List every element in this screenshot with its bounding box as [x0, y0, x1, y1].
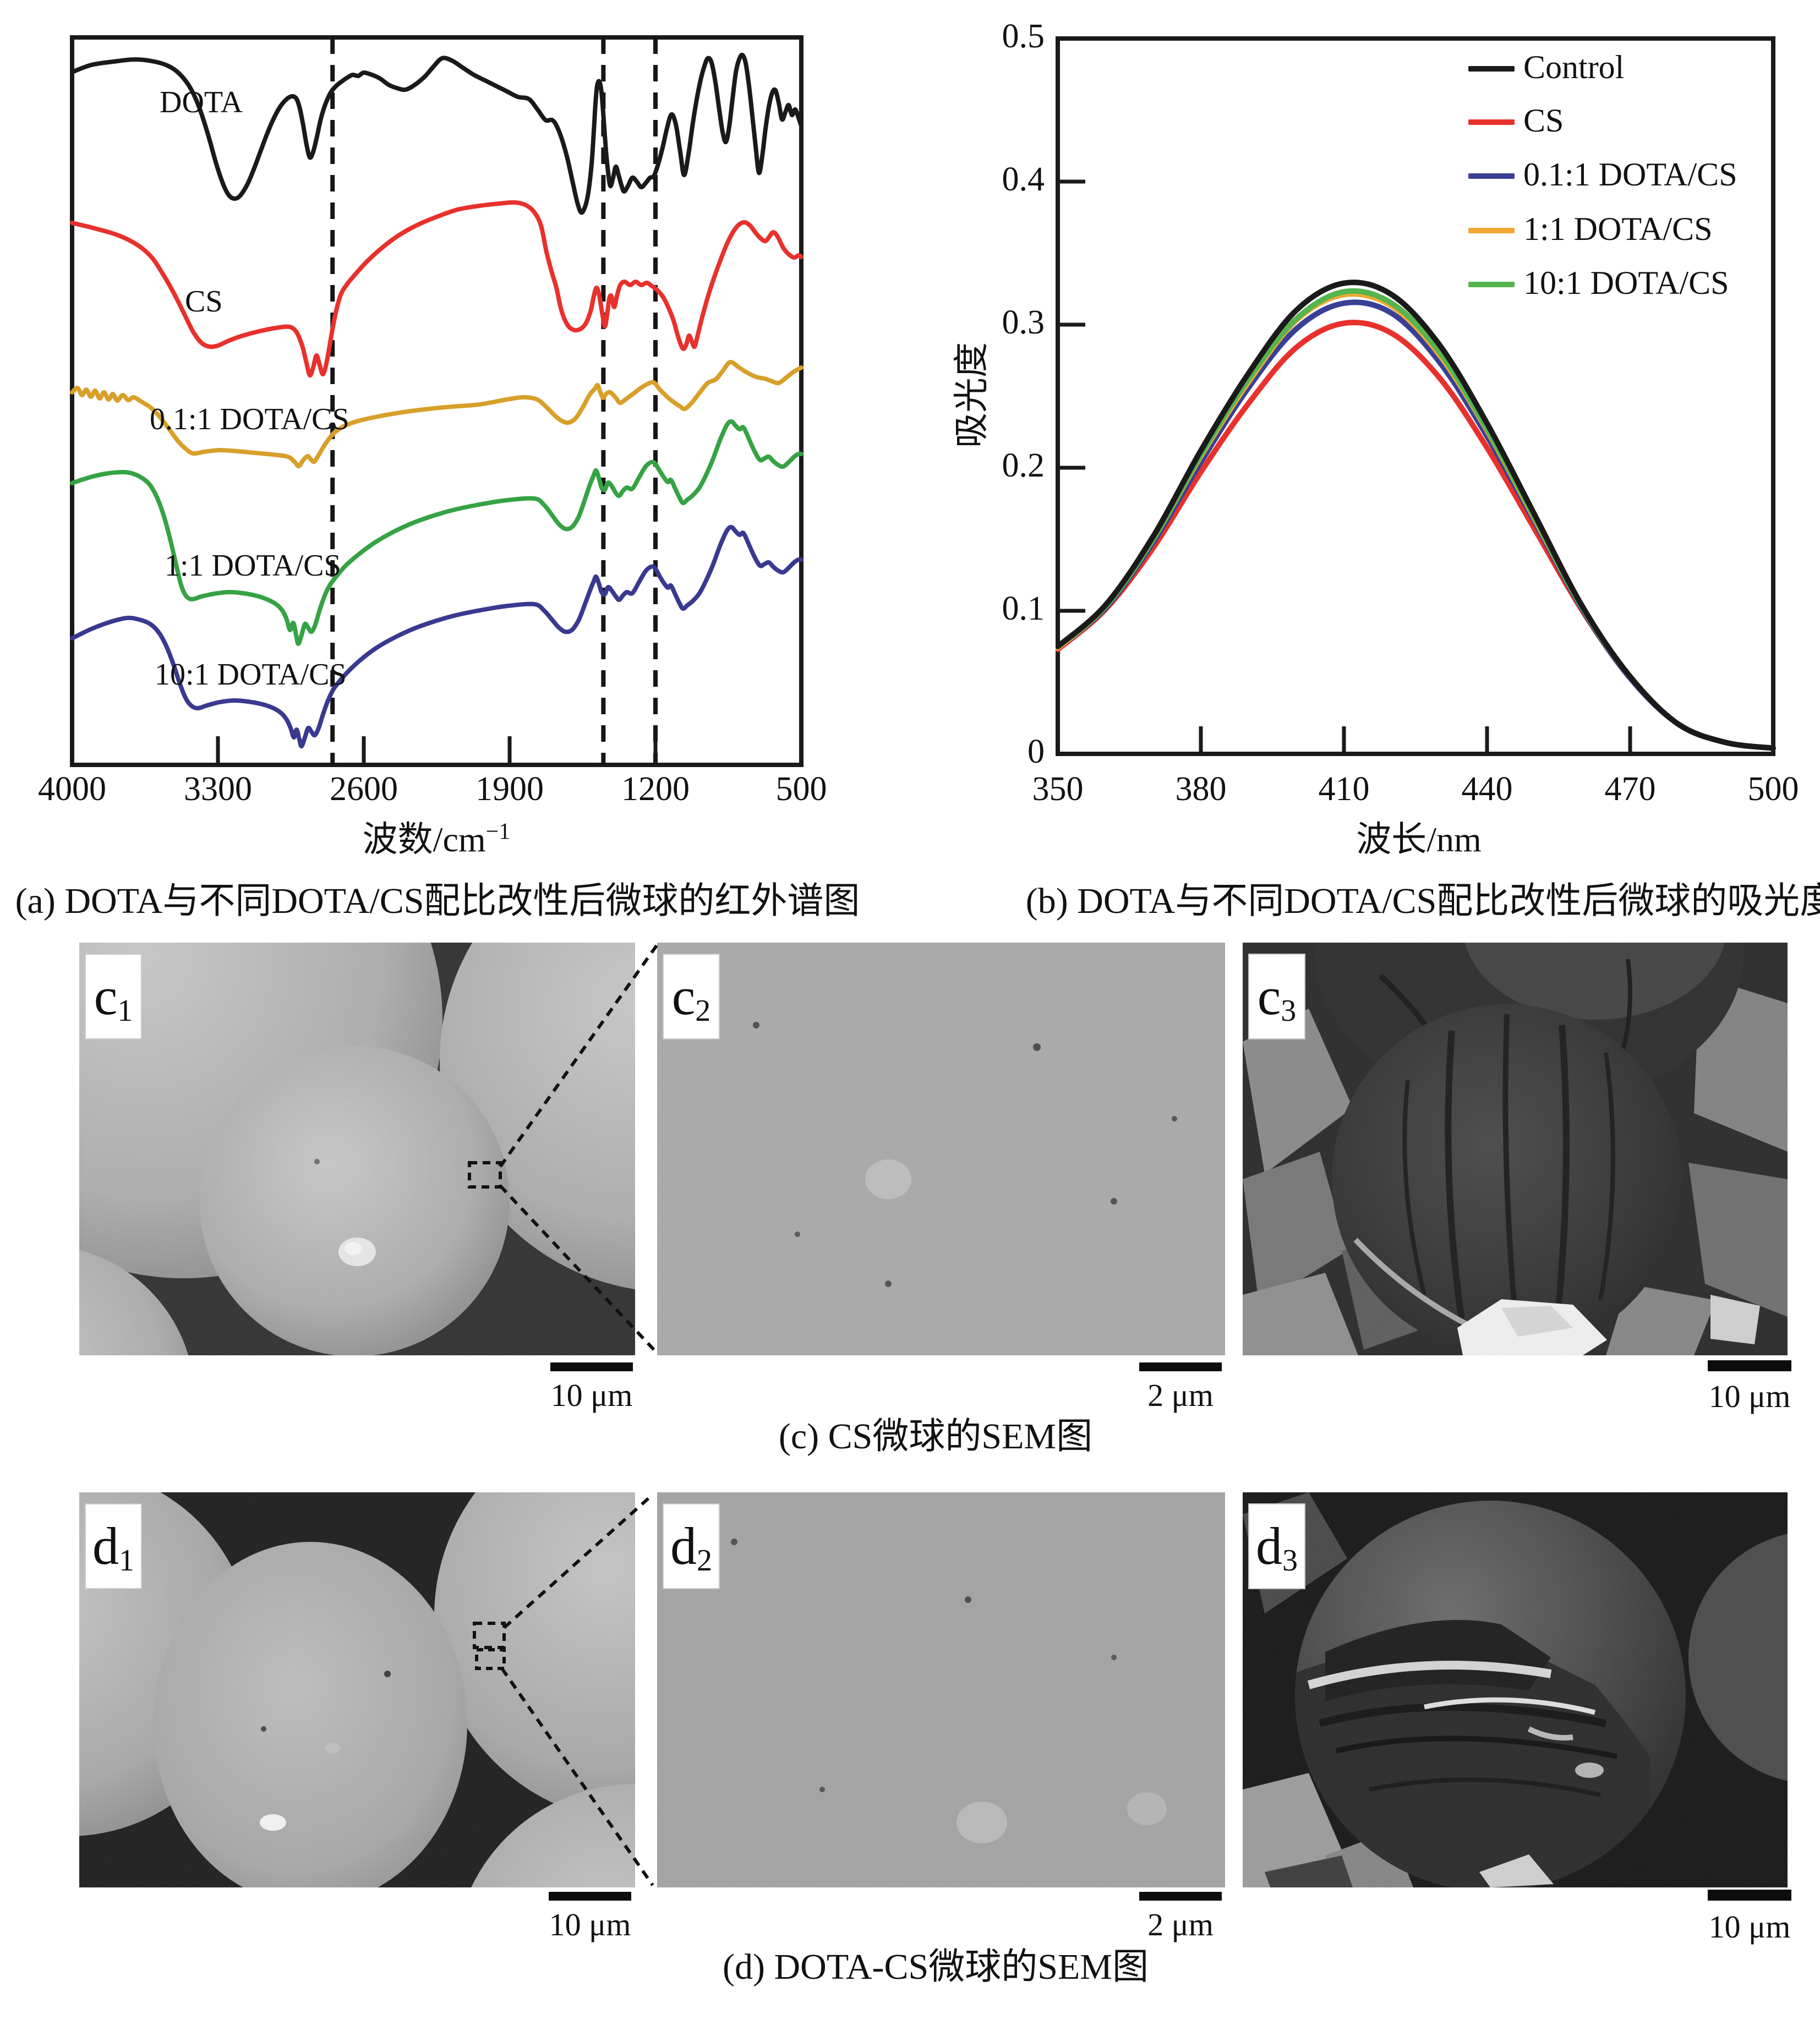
ftir-x-axis-label-sup: −1 [485, 819, 511, 845]
absorbance-ytick-label-0.4: 0.4 [1002, 161, 1045, 198]
absorbance-ytick-label-0.5: 0.5 [1002, 18, 1045, 55]
caption-panel-a: (a) DOTA与不同DOTA/CS配比改性后微球的红外谱图 [15, 881, 860, 921]
absorbance-ytick-label-0.1: 0.1 [1002, 590, 1045, 627]
absorbance-curve-cs [1056, 320, 1776, 751]
ftir-xtick-label-2600: 2600 [330, 770, 398, 808]
caption-panel-d: (d) DOTA-CS微球的SEM图 [723, 1947, 1149, 1987]
ftir-xtick-label-500: 500 [775, 770, 827, 808]
absorbance-ytick-label-0.2: 0.2 [1002, 447, 1045, 484]
absorbance-xtick-label-410: 410 [1318, 770, 1370, 808]
legend-label-10-1-dota-cs: 10:1 DOTA/CS [1523, 265, 1729, 301]
absorbance-xtick-label-470: 470 [1604, 770, 1656, 808]
ftir-trace-label-dota: DOTA [160, 85, 243, 119]
ftir-xtick-label-4000: 4000 [38, 770, 106, 808]
sem-d2-graphic [657, 1492, 1225, 1887]
sem-d3-graphic [1243, 1492, 1788, 1887]
legend-line-1-1-dota-cs [1468, 228, 1515, 233]
ftir-trace-label-1-1-dota-cs: 1:1 DOTA/CS [165, 549, 341, 583]
scalebar-label-d3: 10 μm [1708, 1909, 1791, 1945]
legend-line-control [1468, 66, 1515, 72]
ftir-trace-cs [70, 200, 804, 378]
absorbance-xtick-label-380: 380 [1175, 770, 1227, 808]
absorbance-xtick-label-350: 350 [1032, 770, 1084, 808]
ftir-trace-label-cs: CS [185, 284, 223, 319]
absorbance-plot-border [1056, 36, 1775, 756]
scalebar-c3 [1708, 1360, 1791, 1371]
scalebar-d3 [1708, 1890, 1791, 1901]
legend-line-0-1-1-dota-cs [1468, 173, 1515, 179]
ftir-x-axis-label: 波数/cm−1 [363, 811, 511, 862]
scalebar-label-c3: 10 μm [1708, 1378, 1791, 1414]
scalebar-label-c1: 10 μm [550, 1377, 633, 1413]
ftir-xtick-label-1900: 1900 [476, 770, 544, 808]
ftir-chart [70, 35, 804, 767]
absorbance-chart [1056, 36, 1776, 756]
scalebar-label-c2: 2 μm [1147, 1377, 1214, 1413]
scalebar-label-d1: 10 μm [549, 1907, 631, 1942]
scalebar-c2 [1139, 1362, 1222, 1371]
absorbance-ytick-label-0: 0 [1027, 733, 1045, 770]
ftir-trace-dota [70, 52, 804, 215]
scalebar-d1 [549, 1892, 631, 1901]
absorbance-x-axis-label: 波长/nm [1356, 820, 1482, 859]
scalebar-label-d2: 2 μm [1147, 1907, 1214, 1942]
ftir-plot-border [70, 35, 804, 767]
sem-d1-graphic [79, 1492, 635, 1887]
scalebar-d2 [1139, 1892, 1222, 1901]
absorbance-xtick-label-440: 440 [1461, 770, 1513, 808]
ftir-trace-10-1-dota-cs [70, 524, 804, 748]
absorbance-xtick-label-500: 500 [1747, 770, 1799, 808]
scalebar-c1 [550, 1362, 633, 1371]
sem-c1-graphic [79, 943, 635, 1355]
ftir-trace-1-1-dota-cs [70, 419, 804, 646]
legend-label-1-1-dota-cs: 1:1 DOTA/CS [1523, 211, 1713, 247]
legend-line-10-1-dota-cs [1468, 282, 1515, 287]
legend-line-cs [1468, 119, 1515, 125]
ftir-xtick-label-1200: 1200 [621, 770, 690, 808]
caption-panel-b: (b) DOTA与不同DOTA/CS配比改性后微球的吸光度 [1025, 881, 1820, 921]
absorbance-curve-0-1-1-dota-cs [1056, 299, 1776, 751]
absorbance-y-axis-label: 吸光度 [952, 342, 991, 448]
ftir-trace-label-10-1-dota-cs: 10:1 DOTA/CS [155, 658, 347, 692]
sem-c3-graphic [1243, 943, 1788, 1355]
ftir-trace-0-1-1-dota-cs [70, 360, 804, 468]
legend-label-0-1-1-dota-cs: 0.1:1 DOTA/CS [1523, 156, 1737, 193]
legend-label-cs: CS [1523, 102, 1564, 139]
ftir-trace-label-0-1-1-dota-cs: 0.1:1 DOTA/CS [150, 402, 349, 436]
ftir-xtick-label-3300: 3300 [184, 770, 252, 808]
ftir-x-axis-label-text: 波数/cm [362, 820, 486, 859]
legend-label-control: Control [1523, 49, 1625, 85]
absorbance-ytick-label-0.3: 0.3 [1002, 304, 1045, 341]
sem-c2-graphic [657, 943, 1225, 1355]
absorbance-curve-control [1056, 280, 1776, 751]
caption-panel-c: (c) CS微球的SEM图 [778, 1416, 1093, 1457]
